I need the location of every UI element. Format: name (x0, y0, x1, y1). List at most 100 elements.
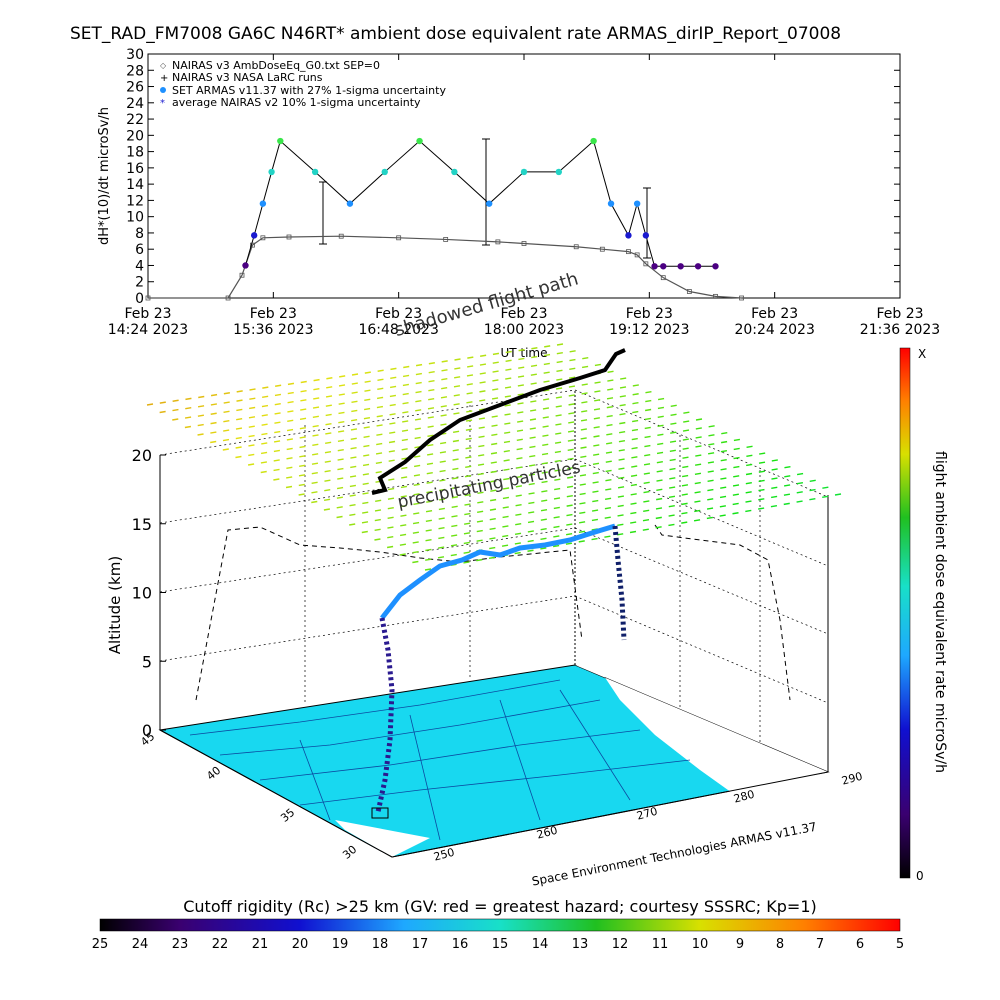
particle-dash (543, 362, 550, 366)
particle-dash (530, 373, 537, 376)
particle-dash (465, 437, 472, 441)
particle-dash (695, 445, 702, 448)
armas-point (694, 263, 702, 270)
particle-dash (363, 454, 370, 457)
particle-dash (361, 530, 368, 534)
nairas-point (660, 275, 666, 281)
particle-dash (425, 558, 432, 561)
particle-dash (413, 493, 420, 496)
altitude-axis-label: Altitude (km) (106, 556, 124, 654)
armas-point (277, 137, 284, 145)
particle-dash (578, 530, 586, 533)
particle-dash (579, 483, 586, 486)
particle-dash (274, 430, 281, 434)
particle-dash (528, 473, 536, 476)
particle-dash (502, 534, 509, 538)
particle-dash (732, 484, 740, 487)
particle-dash (236, 399, 243, 402)
x-tick-label-top: Feb 23 (876, 306, 923, 322)
particle-dash (490, 470, 497, 474)
particle-dash (580, 419, 588, 422)
particle-dash (669, 467, 676, 471)
particle-dash (350, 428, 358, 431)
particle-dash (720, 440, 728, 444)
particle-dash (363, 435, 370, 438)
particle-dash (514, 551, 521, 555)
particle-dash (439, 479, 446, 482)
particle-dash (326, 377, 333, 380)
particle-dash (413, 502, 420, 506)
particle-dash (758, 470, 765, 473)
particle-dash (466, 383, 473, 386)
particle-dash (783, 502, 790, 506)
particle-dash (669, 449, 676, 453)
particle-dash (682, 465, 689, 469)
cutoff-tick-label: 17 (412, 937, 429, 952)
particle-dash (758, 479, 765, 483)
particle-dash (502, 506, 509, 509)
particle-dash (529, 436, 536, 439)
particle-dash (707, 498, 714, 501)
particle-dash (783, 484, 791, 487)
legend-entry-armas: SET ARMAS v11.37 with 27% 1-sigma uncert… (172, 84, 446, 97)
particle-dash (412, 551, 419, 554)
particle-dash (377, 387, 384, 391)
particle-dash (428, 370, 435, 374)
particle-dash (643, 463, 651, 466)
particle-dash (349, 484, 357, 488)
particle-dash (670, 422, 677, 425)
particle-dash (262, 395, 269, 399)
particle-dash (415, 381, 422, 385)
particle-dash (505, 368, 512, 371)
particle-dash (580, 428, 587, 431)
nairas-point (643, 261, 649, 267)
particle-dash (425, 510, 433, 513)
particle-dash (568, 403, 575, 406)
particle-dash (439, 441, 447, 445)
particle-dash (719, 505, 726, 508)
particle-dash (657, 442, 664, 446)
particle-dash (414, 464, 421, 468)
particle-dash (670, 404, 677, 408)
z-tick-label: 0 (142, 721, 152, 740)
nairas-point (495, 239, 501, 245)
particle-dash (569, 358, 576, 362)
particle-dash (426, 490, 433, 494)
armas-point (555, 168, 563, 176)
particle-dash (771, 459, 778, 462)
particle-dash (707, 452, 715, 455)
particle-dash (529, 427, 536, 430)
particle-dash (669, 486, 676, 489)
particle-dash (707, 488, 714, 492)
x-tick-label-bottom: 14:24 2023 (108, 322, 188, 338)
particle-dash (606, 397, 614, 400)
particle-dash (336, 515, 343, 519)
particle-dash (554, 469, 561, 472)
cutoff-tick-label: 25 (92, 937, 109, 952)
particle-dash (542, 443, 549, 447)
particle-dash (375, 471, 382, 474)
particle-dash (668, 523, 675, 527)
particle-dash (414, 436, 421, 440)
particle-dash (783, 493, 791, 496)
particle-dash (376, 405, 384, 409)
particle-dash (784, 466, 791, 469)
particle-dash (719, 495, 727, 499)
particle-dash (325, 441, 332, 445)
particle-dash (478, 417, 486, 420)
particle-dash (426, 462, 434, 465)
particle-plane (146, 343, 842, 571)
particle-dash (501, 544, 509, 547)
error-bars (319, 138, 651, 259)
particle-dash (450, 553, 457, 557)
state-borders (189, 679, 691, 841)
particle-dash (656, 497, 663, 501)
particle-dash (518, 348, 525, 352)
particle-dash (376, 433, 383, 436)
particle-dash (477, 463, 485, 466)
particle-dash (515, 523, 522, 526)
particle-dash (413, 483, 420, 486)
particle-dash (644, 426, 651, 430)
particle-dash (745, 491, 752, 494)
particle-dash (632, 401, 639, 405)
